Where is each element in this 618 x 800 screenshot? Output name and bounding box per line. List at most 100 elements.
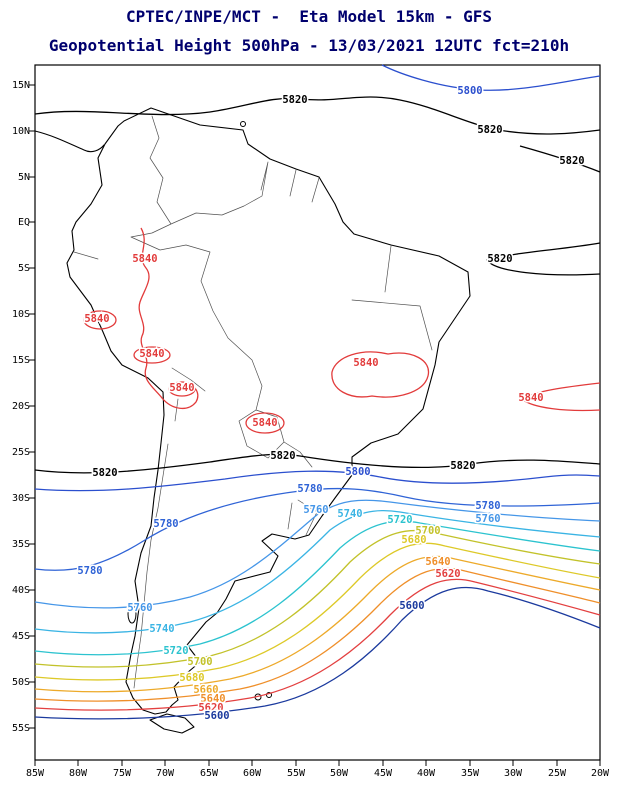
panama-coastline <box>34 130 105 153</box>
lon-axis-label: 85W <box>26 768 45 779</box>
contour-label: 5820 <box>270 450 295 462</box>
contour-5760 <box>34 499 601 609</box>
lon-axis-label: 20W <box>591 768 610 779</box>
contour-label: 5780 <box>77 565 102 577</box>
contour-label: 5780 <box>153 518 178 530</box>
contour-label: 5760 <box>127 602 152 614</box>
lon-axis-label: 70W <box>156 768 175 779</box>
coastline-group <box>34 107 471 734</box>
lon-axis-label: 25W <box>548 768 567 779</box>
lon-axis-label: 30W <box>504 768 523 779</box>
lon-axis-label: 35W <box>461 768 480 779</box>
tierra-del-fuego-island <box>149 713 195 734</box>
contour-label: 5800 <box>457 85 482 97</box>
page-subtitle: Geopotential Height 500hPa - 13/03/2021 … <box>48 36 570 55</box>
falkland-island-east <box>266 692 272 698</box>
contour-5840-loop <box>133 346 171 364</box>
contour-label: 5780 <box>475 500 500 512</box>
contour-label: 5600 <box>399 600 424 612</box>
lat-axis-label: 15S <box>12 355 30 366</box>
contour-label: 5820 <box>487 253 512 265</box>
contour-label: 5720 <box>387 514 412 526</box>
lon-axis-label: 50W <box>330 768 349 779</box>
contour-label: 5720 <box>163 645 188 657</box>
contour-5840-east-brazil <box>331 351 430 398</box>
contour-lines-group <box>34 64 601 720</box>
contour-label: 5740 <box>149 623 174 635</box>
lat-ticks <box>29 84 35 729</box>
lat-axis-label: EQ <box>18 217 30 228</box>
contour-5740 <box>34 509 601 634</box>
contour-label: 5840 <box>169 382 194 394</box>
contour-label: 5640 <box>200 693 225 705</box>
lat-axis-label: 30S <box>12 493 30 504</box>
contour-5620 <box>34 578 601 711</box>
lat-axis-label: 35S <box>12 539 30 550</box>
contour-label: 5840 <box>139 348 164 360</box>
contour-5800-top <box>381 64 601 91</box>
contour-5840-meander <box>138 227 199 409</box>
chiloe-island <box>127 604 137 624</box>
contour-5840-loop <box>245 412 285 434</box>
contour-label: 5640 <box>425 556 450 568</box>
lat-axis-label: 50S <box>12 677 30 688</box>
contour-5720 <box>34 520 601 656</box>
lon-axis-label: 40W <box>417 768 436 779</box>
lat-axis-label: 25S <box>12 447 30 458</box>
contour-label: 5820 <box>477 124 502 136</box>
contour-5820-top <box>34 96 601 135</box>
contour-label: 5840 <box>518 392 543 404</box>
contour-label: 5840 <box>353 357 378 369</box>
contour-5820-northeast-u <box>485 242 601 276</box>
contour-5600 <box>34 586 601 720</box>
contour-label: 5840 <box>132 253 157 265</box>
lat-axis-label: 45S <box>12 631 30 642</box>
contour-label: 5800 <box>345 466 370 478</box>
contour-5820-northeast-branch <box>519 145 601 173</box>
contour-label: 5820 <box>559 155 584 167</box>
contour-5820-midband <box>34 453 601 474</box>
contour-5680 <box>34 542 601 681</box>
contour-5840-right <box>520 382 601 412</box>
trinidad-island <box>240 121 246 127</box>
lat-axis-label: 40S <box>12 585 30 596</box>
contour-label: 5820 <box>92 467 117 479</box>
contour-5700 <box>34 529 601 668</box>
contour-label: 5820 <box>450 460 475 472</box>
lat-axis-label: 10S <box>12 309 30 320</box>
lat-axis-label: 55S <box>12 723 30 734</box>
contour-5800-midband <box>34 470 601 492</box>
contour-label: 5820 <box>282 94 307 106</box>
lon-axis-label: 75W <box>113 768 132 779</box>
country-borders <box>73 115 433 689</box>
contour-label: 5840 <box>84 313 109 325</box>
lon-axis-label: 45W <box>374 768 393 779</box>
lon-axis-label: 80W <box>69 768 88 779</box>
lat-axis-label: 15N <box>12 80 30 91</box>
lon-ticks <box>34 760 601 766</box>
lon-axis-label: 60W <box>243 768 262 779</box>
contour-label: 5700 <box>415 525 440 537</box>
contour-label: 5660 <box>193 684 218 696</box>
contour-label: 5680 <box>401 534 426 546</box>
contour-label: 5620 <box>435 568 460 580</box>
contour-label: 5780 <box>297 483 322 495</box>
lat-axis-label: 20S <box>12 401 30 412</box>
lon-axis-label: 65W <box>200 768 219 779</box>
contour-5780 <box>34 487 601 571</box>
map-frame <box>34 64 601 761</box>
contour-label: 5760 <box>303 504 328 516</box>
contour-label: 5840 <box>252 417 277 429</box>
contour-5640 <box>34 567 601 702</box>
lat-axis-label: 10N <box>12 126 30 137</box>
lon-axis-label: 55W <box>287 768 306 779</box>
contour-label: 5680 <box>179 672 204 684</box>
contour-label: 5600 <box>204 710 229 722</box>
contour-label: 5760 <box>475 513 500 525</box>
contour-labels-group: 5800 5820 5820 5820 5820 5840 5840 5840 … <box>76 84 586 724</box>
contour-label: 5620 <box>198 702 223 714</box>
contour-5840-loop <box>168 381 196 397</box>
south-america-coastline <box>66 107 471 715</box>
